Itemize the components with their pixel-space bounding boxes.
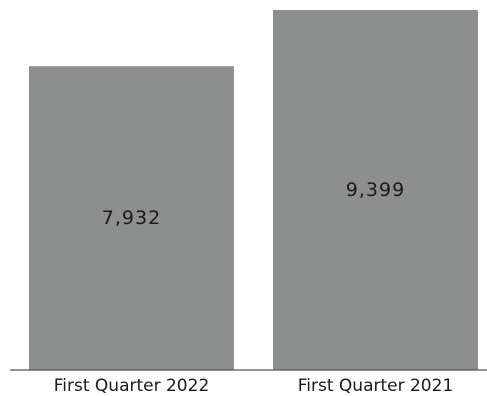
bars-group <box>29 10 478 370</box>
bar-value-label-2: 9,399 <box>346 179 405 201</box>
bar-2 <box>273 10 478 370</box>
value-labels-group: 7,932 9,399 <box>102 179 405 229</box>
bar-value-label-1: 7,932 <box>102 207 161 229</box>
category-label-1: First Quarter 2022 <box>54 376 210 396</box>
category-label-2: First Quarter 2021 <box>298 376 454 396</box>
category-labels-group: First Quarter 2022 First Quarter 2021 <box>54 376 454 396</box>
bar-1 <box>29 66 234 370</box>
